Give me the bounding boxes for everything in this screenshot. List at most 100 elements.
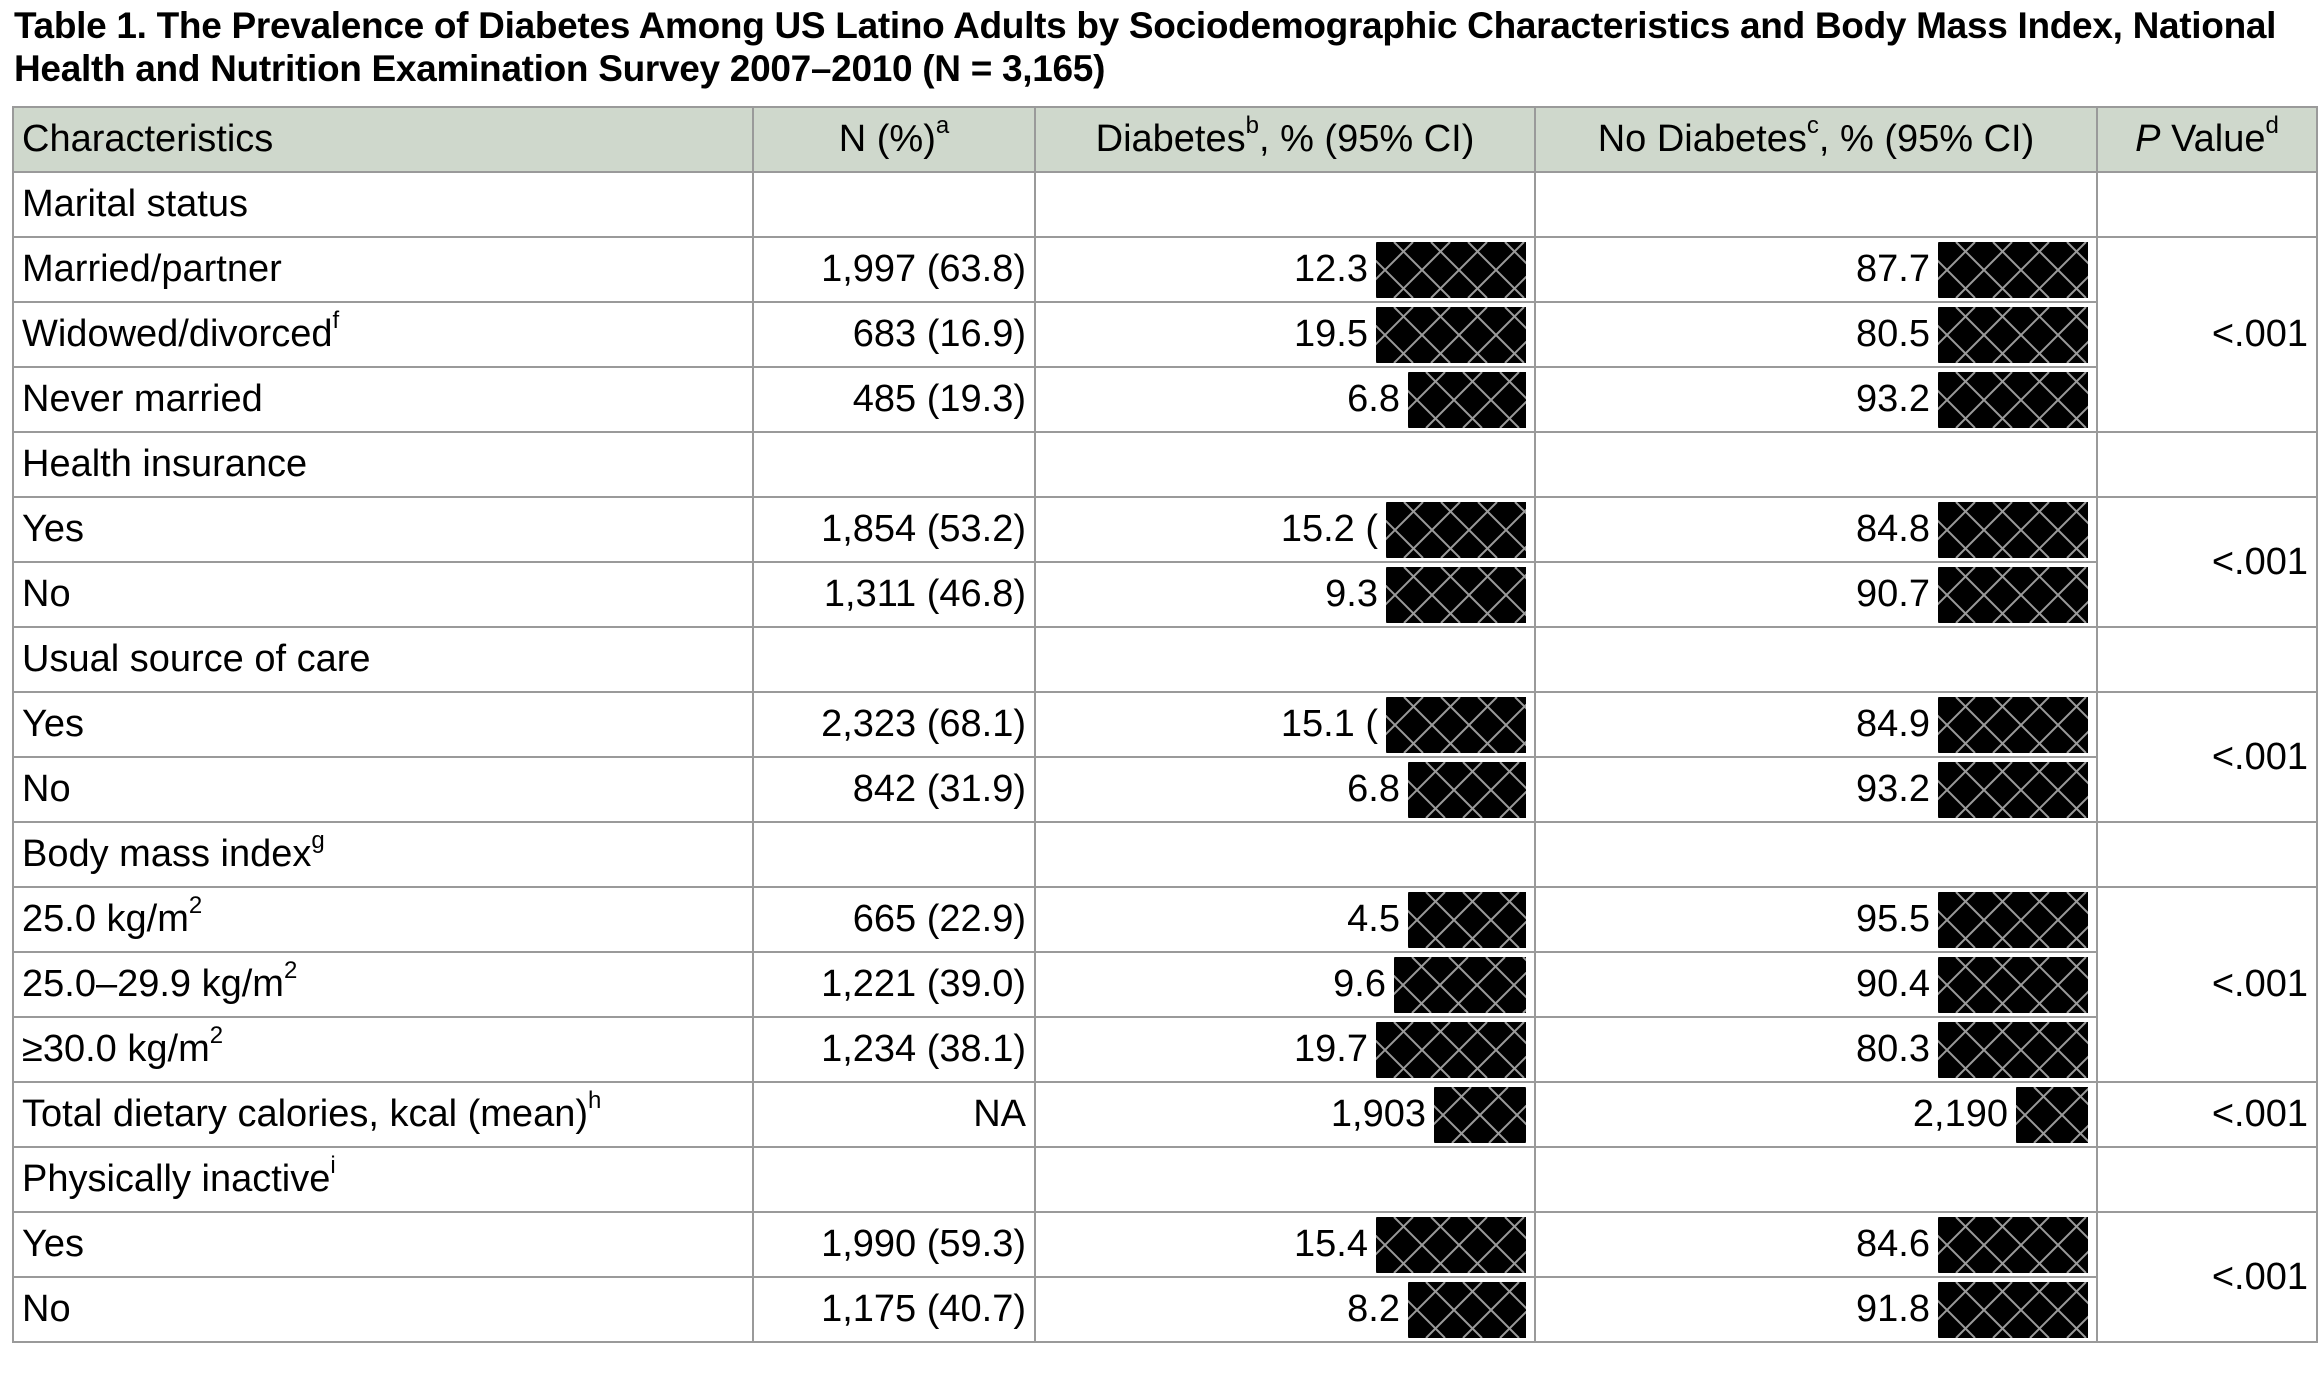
redaction-box bbox=[1938, 241, 2088, 298]
diabetes-cell: 8.2 bbox=[1034, 1276, 1536, 1343]
n-cell: 2,323 (68.1) bbox=[752, 691, 1036, 758]
no-diabetes-cell: 84.8 bbox=[1534, 496, 2098, 563]
caption-line-2: Health and Nutrition Examination Survey … bbox=[14, 48, 1106, 89]
row-label: Widowed/divorcedf bbox=[12, 301, 754, 368]
table-row: Yes 2,323 (68.1) 15.1 ( 84.9 <.001 bbox=[12, 691, 2318, 823]
table-row: No 1,175 (40.7) 8.2 91.8 bbox=[12, 1276, 2317, 1343]
row-label: Yes bbox=[12, 496, 754, 563]
no-diabetes-cell: 87.7 bbox=[1534, 236, 2098, 303]
redaction-box bbox=[1938, 501, 2088, 558]
table-row: Yes 1,854 (53.2) 15.2 ( 84.8 <.001 bbox=[12, 496, 2318, 628]
table-row: Yes 1,990 (59.3) 15.4 84.6 <.001 bbox=[12, 1211, 2318, 1343]
row-label: No bbox=[12, 561, 754, 628]
group-row-physically-inactive: Physically inactivei bbox=[12, 1146, 2318, 1213]
redaction-box bbox=[1386, 696, 1526, 753]
redaction-box bbox=[1376, 241, 1526, 298]
diabetes-cell: 9.6 bbox=[1034, 951, 1536, 1018]
n-cell: 1,311 (46.8) bbox=[752, 561, 1036, 628]
redaction-box bbox=[1938, 1216, 2088, 1273]
table-row: Never married 485 (19.3) 6.8 93.2 bbox=[12, 366, 2317, 433]
table-row: No 1,311 (46.8) 9.3 90.7 bbox=[12, 561, 2317, 628]
col-no-diabetes: No Diabetesc, % (95% CI) bbox=[1534, 106, 2098, 173]
row-label: ≥30.0 kg/m2 bbox=[12, 1016, 754, 1083]
prevalence-table: Characteristics N (%)a Diabetesb, % (95%… bbox=[12, 106, 2318, 1343]
no-diabetes-cell: 93.2 bbox=[1534, 366, 2098, 433]
diabetes-cell: 19.7 bbox=[1034, 1016, 1536, 1083]
n-cell: 485 (19.3) bbox=[752, 366, 1036, 433]
redaction-box bbox=[1938, 891, 2088, 948]
redaction-box bbox=[1938, 696, 2088, 753]
p-value-cell: <.001 bbox=[2096, 236, 2318, 433]
no-diabetes-cell: 91.8 bbox=[1534, 1276, 2098, 1343]
n-cell: 1,175 (40.7) bbox=[752, 1276, 1036, 1343]
p-value-cell: <.001 bbox=[2096, 496, 2318, 628]
redaction-box bbox=[1386, 566, 1526, 623]
col-characteristics: Characteristics bbox=[12, 106, 754, 173]
n-cell: 1,854 (53.2) bbox=[752, 496, 1036, 563]
p-value-cell: <.001 bbox=[2096, 1211, 2318, 1343]
redaction-box bbox=[2016, 1086, 2088, 1143]
diabetes-cell: 6.8 bbox=[1034, 366, 1536, 433]
group-label: Health insurance bbox=[12, 431, 754, 498]
no-diabetes-cell: 84.6 bbox=[1534, 1211, 2098, 1278]
diabetes-cell: 15.4 bbox=[1034, 1211, 1536, 1278]
redaction-box bbox=[1938, 566, 2088, 623]
table-row: Married/partner 1,997 (63.8) 12.3 87.7 <… bbox=[12, 236, 2318, 433]
col-diabetes: Diabetesb, % (95% CI) bbox=[1034, 106, 1536, 173]
diabetes-cell: 15.1 ( bbox=[1034, 691, 1536, 758]
redaction-box bbox=[1408, 891, 1526, 948]
diabetes-cell: 15.2 ( bbox=[1034, 496, 1536, 563]
col-p-value: P Valued bbox=[2096, 106, 2318, 173]
table-row: 25.0 kg/m2 665 (22.9) 4.5 95.5 <.001 bbox=[12, 886, 2318, 1083]
no-diabetes-cell: 93.2 bbox=[1534, 756, 2098, 823]
diabetes-cell: 4.5 bbox=[1034, 886, 1536, 953]
redaction-box bbox=[1376, 1021, 1526, 1078]
redaction-box bbox=[1938, 761, 2088, 818]
n-cell: 1,990 (59.3) bbox=[752, 1211, 1036, 1278]
no-diabetes-cell: 2,190 bbox=[1534, 1081, 2098, 1148]
n-cell: 683 (16.9) bbox=[752, 301, 1036, 368]
redaction-box bbox=[1376, 306, 1526, 363]
diabetes-cell: 1,903 bbox=[1034, 1081, 1536, 1148]
no-diabetes-cell: 80.3 bbox=[1534, 1016, 2098, 1083]
header-row: Characteristics N (%)a Diabetesb, % (95%… bbox=[12, 106, 2318, 173]
table-row: No 842 (31.9) 6.8 93.2 bbox=[12, 756, 2317, 823]
no-diabetes-cell: 80.5 bbox=[1534, 301, 2098, 368]
group-label: Body mass indexg bbox=[12, 821, 754, 888]
diabetes-cell: 12.3 bbox=[1034, 236, 1536, 303]
p-value-cell: <.001 bbox=[2096, 691, 2318, 823]
redaction-box bbox=[1376, 1216, 1526, 1273]
row-label: Yes bbox=[12, 691, 754, 758]
row-label: No bbox=[12, 756, 754, 823]
group-row-body-mass-index: Body mass indexg bbox=[12, 821, 2318, 888]
col-n-percent: N (%)a bbox=[752, 106, 1036, 173]
group-row-usual-source-of-care: Usual source of care bbox=[12, 626, 2318, 693]
caption-line-1: Table 1. The Prevalence of Diabetes Amon… bbox=[14, 5, 2277, 46]
n-cell: 1,997 (63.8) bbox=[752, 236, 1036, 303]
no-diabetes-cell: 84.9 bbox=[1534, 691, 2098, 758]
diabetes-cell: 6.8 bbox=[1034, 756, 1536, 823]
row-label: No bbox=[12, 1276, 754, 1343]
n-cell: NA bbox=[752, 1081, 1036, 1148]
row-label: Never married bbox=[12, 366, 754, 433]
table-row: Widowed/divorcedf 683 (16.9) 19.5 80.5 bbox=[12, 301, 2317, 368]
redaction-box bbox=[1938, 306, 2088, 363]
group-label: Marital status bbox=[12, 171, 754, 238]
group-label: Usual source of care bbox=[12, 626, 754, 693]
redaction-box bbox=[1938, 956, 2088, 1013]
n-cell: 842 (31.9) bbox=[752, 756, 1036, 823]
redaction-box bbox=[1408, 761, 1526, 818]
redaction-box bbox=[1394, 956, 1526, 1013]
redaction-box bbox=[1386, 501, 1526, 558]
no-diabetes-cell: 90.4 bbox=[1534, 951, 2098, 1018]
redaction-box bbox=[1408, 1281, 1526, 1338]
n-cell: 1,234 (38.1) bbox=[752, 1016, 1036, 1083]
p-value-cell: <.001 bbox=[2096, 886, 2318, 1083]
n-cell: 665 (22.9) bbox=[752, 886, 1036, 953]
diabetes-cell: 9.3 bbox=[1034, 561, 1536, 628]
group-row-health-insurance: Health insurance bbox=[12, 431, 2318, 498]
table-caption: Table 1. The Prevalence of Diabetes Amon… bbox=[14, 4, 2314, 90]
redaction-box bbox=[1938, 1281, 2088, 1338]
diabetes-cell: 19.5 bbox=[1034, 301, 1536, 368]
p-value-cell: <.001 bbox=[2096, 1081, 2318, 1148]
